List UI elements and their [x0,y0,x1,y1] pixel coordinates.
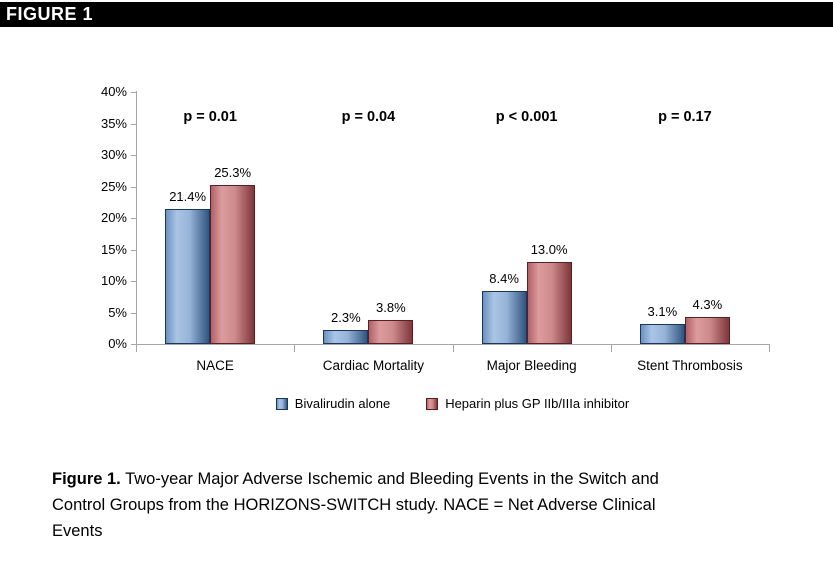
bar-heparin [526,262,572,344]
caption-text-2: Control Groups from the HORIZONS-SWITCH … [52,496,656,514]
caption-text-3: Events [52,522,103,540]
y-axis-line [136,91,137,344]
bar-bivalirudin [481,291,527,344]
legend-swatch-icon [275,397,288,410]
bar-bivalirudin [639,324,685,344]
y-axis-tick-label: 0% [108,336,127,351]
legend-label: Bivalirudin alone [294,396,391,411]
p-value-label: p = 0.17 [658,109,712,125]
y-axis-tick-label: 30% [100,147,127,162]
y-axis-tick [131,312,136,314]
y-axis-tick-label: 25% [100,178,127,194]
x-axis-tick [769,344,770,352]
bar-heparin [684,316,730,344]
chart-legend: Bivalirudin alone Heparin plus GP IIb/III… [136,396,769,411]
y-axis-tick-label: 40% [100,84,127,99]
bar-value-label: 3.8% [376,300,406,316]
y-axis-tick [131,218,136,219]
bar-heparin [368,320,414,344]
bar-value-label: 13.0% [530,242,568,258]
category-label: Cardiac Mortality [322,358,425,373]
legend-swatch-icon [426,397,439,410]
p-value-label: p = 0.01 [183,109,237,125]
legend-label: Heparin plus GP IIb/IIIa inhibitor [445,396,630,411]
caption-figure-label: Figure 1. [52,470,121,488]
bar-value-label: 4.3% [692,296,723,312]
figure-header-title: FIGURE 1 [6,4,94,24]
bar-heparin [210,184,256,344]
x-axis-tick [136,344,137,352]
y-axis-tick [131,344,136,345]
y-axis-tick-label: 10% [100,273,127,288]
y-axis-tick-label: 5% [108,304,127,320]
category-label: NACE [196,358,234,373]
grouped-bar-chart: 0% 5% 10% 15% 20% 25% 30% 35% 40% p = 0.01 21.4% 25… [100,84,770,411]
y-axis-tick [131,92,136,93]
category-label: Stent Thrombosis [637,358,743,373]
x-axis-tick [611,344,612,352]
caption-text-1: Two-year Major Adverse Ischemic and Blee… [125,470,659,488]
caption-line-2: Control Groups from the HORIZONS-SWITCH … [52,492,797,518]
category-label: Major Bleeding [486,358,577,373]
bar-value-label: 25.3% [214,164,252,180]
y-axis-tick-label: 15% [100,241,127,257]
y-axis-tick [131,249,136,251]
y-axis-tick-label: 20% [100,210,127,225]
bar-bivalirudin [323,329,369,344]
bar-value-label: 2.3% [331,309,361,325]
figure-header: FIGURE 1 [0,2,833,27]
bar-bivalirudin [165,209,211,344]
bar-value-label: 8.4% [489,271,519,287]
legend-item-heparin: Heparin plus GP IIb/IIIa inhibitor [426,396,629,411]
y-axis-tick [131,186,136,188]
p-value-label: p = 0.04 [341,109,396,125]
caption-line-3: Events [52,518,797,544]
x-axis-tick [453,344,454,352]
p-value-label: p < 0.001 [495,109,558,125]
legend-item-bivalirudin: Bivalirudin alone [275,396,391,411]
bar-value-label: 3.1% [647,304,678,320]
figure-caption: Figure 1. Two-year Major Adverse Ischemi… [52,466,797,544]
x-axis-tick [294,344,295,352]
caption-line-1: Figure 1. Two-year Major Adverse Ischemi… [52,466,797,492]
y-axis-tick [131,123,136,125]
y-axis-tick [131,155,136,156]
y-axis-tick [131,281,136,282]
y-axis-tick-label: 35% [100,115,127,131]
bar-value-label: 21.4% [169,189,207,205]
